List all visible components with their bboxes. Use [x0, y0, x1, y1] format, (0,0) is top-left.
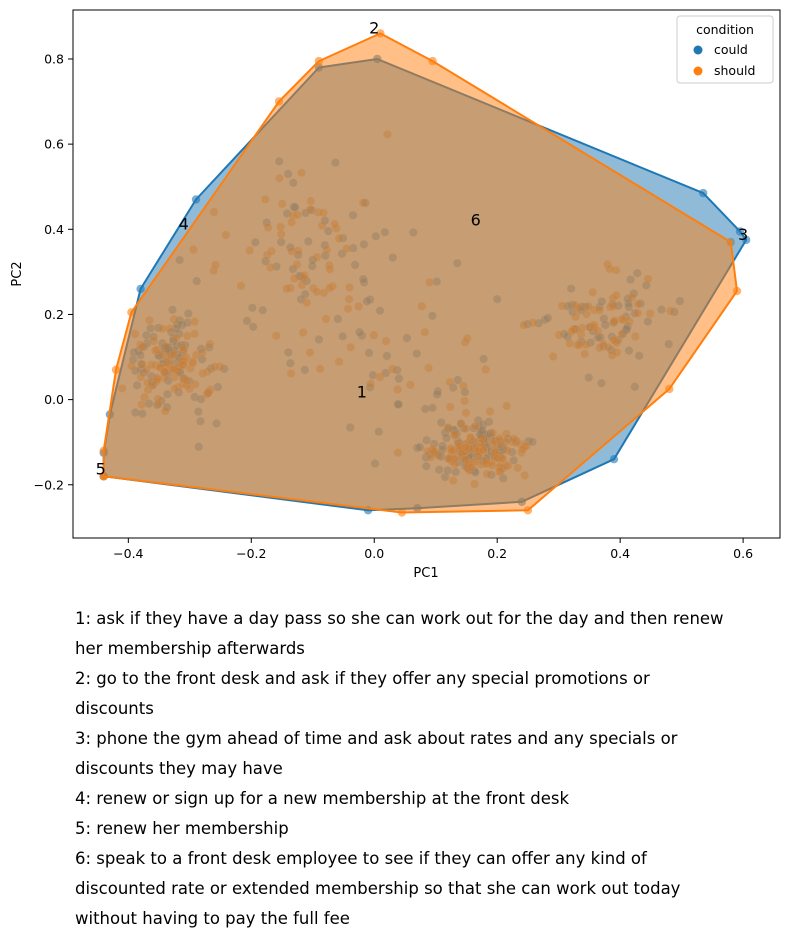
- y-tick-label: 0.0: [44, 392, 64, 407]
- y-tick-label: 0.8: [44, 51, 64, 66]
- y-axis: −0.2 0.0 0.2 0.4 0.6 0.8: [34, 51, 73, 492]
- note-line: 5: renew her membership: [75, 819, 289, 838]
- y-tick-label: 0.2: [44, 307, 64, 322]
- x-tick-label: −0.4: [113, 546, 143, 561]
- annotation-6: 6: [471, 210, 481, 229]
- x-tick-label: 0.4: [610, 546, 630, 561]
- x-axis-label: PC1: [413, 566, 438, 581]
- legend: condition could should: [676, 15, 774, 84]
- note-line: her membership afterwards: [75, 639, 305, 658]
- annotation-2: 2: [369, 19, 379, 38]
- note-line: 2: go to the front desk and ask if they …: [75, 669, 650, 688]
- pca-scatter-chart: 1 2 3 4 5 6 −0.4 −0.2 0.0 0.2 0.4 0.6 −0.2 0.0 0.2 0.…: [10, 9, 781, 581]
- note-line: discounted rate or extended membership s…: [75, 879, 681, 898]
- note-line: without having to pay the full fee: [75, 909, 350, 928]
- x-axis: −0.4 −0.2 0.0 0.2 0.4 0.6: [113, 538, 753, 561]
- plot-layer: 1 2 3 4 5 6: [96, 19, 751, 517]
- y-tick-label: 0.4: [44, 222, 64, 237]
- legend-marker-could: [693, 45, 703, 55]
- note-line: 4: renew or sign up for a new membership…: [75, 789, 570, 808]
- y-tick-label: 0.6: [44, 137, 64, 152]
- y-tick-label: −0.2: [34, 477, 64, 492]
- note-line: discounts: [75, 699, 154, 718]
- note-line: discounts they may have: [75, 759, 283, 778]
- plot-frame: [72, 9, 781, 539]
- x-tick-label: −0.2: [236, 546, 266, 561]
- note-line: 1: ask if they have a day pass so she ca…: [75, 609, 724, 628]
- legend-title: condition: [696, 22, 754, 37]
- x-tick-label: 0.2: [487, 546, 507, 561]
- note-line: 6: speak to a front desk employee to see…: [75, 849, 647, 868]
- x-tick-label: 0.6: [733, 546, 753, 561]
- hull-should: [102, 32, 738, 514]
- note-line: 3: phone the gym ahead of time and ask a…: [75, 729, 678, 748]
- annotation-5: 5: [96, 459, 106, 478]
- legend-box: [676, 15, 774, 84]
- annotation-1: 1: [357, 383, 367, 402]
- x-tick-label: 0.0: [364, 546, 384, 561]
- legend-marker-should: [693, 66, 703, 76]
- legend-label-could: could: [714, 42, 748, 57]
- annotation-notes: 1: ask if they have a day pass so she ca…: [75, 604, 775, 934]
- legend-label-should: should: [714, 63, 755, 78]
- annotation-3: 3: [738, 225, 748, 244]
- y-axis-label: PC2: [10, 261, 25, 286]
- annotation-4: 4: [179, 215, 189, 234]
